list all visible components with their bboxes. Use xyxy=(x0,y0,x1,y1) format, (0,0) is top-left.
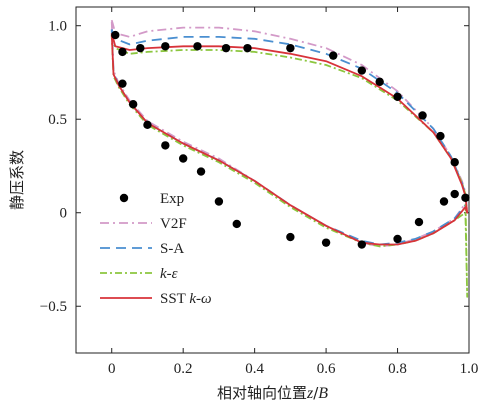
exp-data-point xyxy=(286,232,295,242)
exp-data-point xyxy=(375,77,384,87)
exp-data-point xyxy=(450,158,459,167)
exp-data-point xyxy=(128,100,138,109)
exp-data-point xyxy=(461,193,470,202)
x-tick-label: 0.2 xyxy=(174,361,193,377)
legend-label: S-A xyxy=(160,241,184,257)
exp-data-point xyxy=(450,189,459,199)
legend-marker-exp xyxy=(119,193,129,203)
x-tick-label: 0.4 xyxy=(245,361,264,377)
x-axis-label: 相对轴向位置z/B xyxy=(217,384,328,402)
legend-label-part: S-A xyxy=(160,241,184,257)
x-axis-label-text: 相对轴向位置 xyxy=(217,384,307,402)
exp-data-point xyxy=(136,43,145,53)
exp-data-point xyxy=(196,167,206,176)
series-k-line xyxy=(110,34,469,298)
legend-label: SST k-ω xyxy=(160,291,212,307)
legend-label-part: - xyxy=(167,266,172,282)
legend-label-part: ω xyxy=(201,291,212,307)
legend-label-part: Exp xyxy=(160,191,184,207)
exp-data-point xyxy=(118,79,127,88)
y-tick-label: 0 xyxy=(60,206,68,222)
legend-label-part: k xyxy=(189,291,196,307)
exp-data-point xyxy=(161,42,170,51)
exp-data-point xyxy=(414,217,424,227)
legend-label-part: ε xyxy=(172,266,178,282)
exp-data-point xyxy=(161,141,170,150)
series-sst-k-line xyxy=(110,32,469,246)
legend-label-part: V2F xyxy=(160,216,187,232)
legend-label: Exp xyxy=(160,191,184,207)
exp-data-point xyxy=(243,43,252,53)
legend-label: V2F xyxy=(160,216,187,232)
exp-data-point xyxy=(118,47,127,57)
x-tick-label: 0.8 xyxy=(388,361,407,377)
y-tick-label: 1.0 xyxy=(48,19,67,35)
legend-label-part: SST xyxy=(160,291,189,307)
y-tick-label: 0.5 xyxy=(48,112,67,128)
series-s-a-line xyxy=(110,29,469,246)
series-layer xyxy=(110,19,470,298)
x-axis-label-var2: B xyxy=(318,385,328,402)
exp-data-point xyxy=(436,131,445,141)
x-tick-label: 0.6 xyxy=(317,361,336,377)
exp-data-point xyxy=(178,154,188,163)
exp-data-point xyxy=(329,51,338,60)
exp-data-point xyxy=(418,111,427,120)
exp-data-point xyxy=(286,43,295,53)
exp-data-point xyxy=(193,42,202,51)
exp-data-point xyxy=(357,240,367,249)
x-tick-label: 1.0 xyxy=(460,361,479,377)
exp-data-point xyxy=(111,30,120,40)
axis-labels: 相对轴向位置z/B 静压系数 xyxy=(8,150,328,402)
axes: 0 0.2 0.4 0.6 0.8 1.0 −0.5 0 0.5 1.0 xyxy=(40,6,479,377)
exp-data-point xyxy=(439,197,449,206)
x-axis-label-var: z xyxy=(306,385,314,402)
x-axis-label-sep: / xyxy=(313,384,319,402)
y-tick-label: −0.5 xyxy=(40,299,67,315)
plot-frame xyxy=(75,6,470,354)
exp-data-point xyxy=(393,92,402,101)
legend-label: k-ε xyxy=(160,266,178,282)
exp-data-point xyxy=(214,197,224,206)
exp-data-point xyxy=(393,234,402,244)
legend-label-part: - xyxy=(196,291,201,307)
exp-data-point xyxy=(232,219,241,229)
exp-data-point xyxy=(357,66,367,75)
legend-label-part: k xyxy=(160,266,167,282)
exp-data-point xyxy=(143,120,152,130)
exp-data-point xyxy=(221,43,231,53)
y-axis-label: 静压系数 xyxy=(8,150,26,210)
exp-data-point xyxy=(321,238,331,247)
x-tick-label: 0 xyxy=(108,361,116,377)
